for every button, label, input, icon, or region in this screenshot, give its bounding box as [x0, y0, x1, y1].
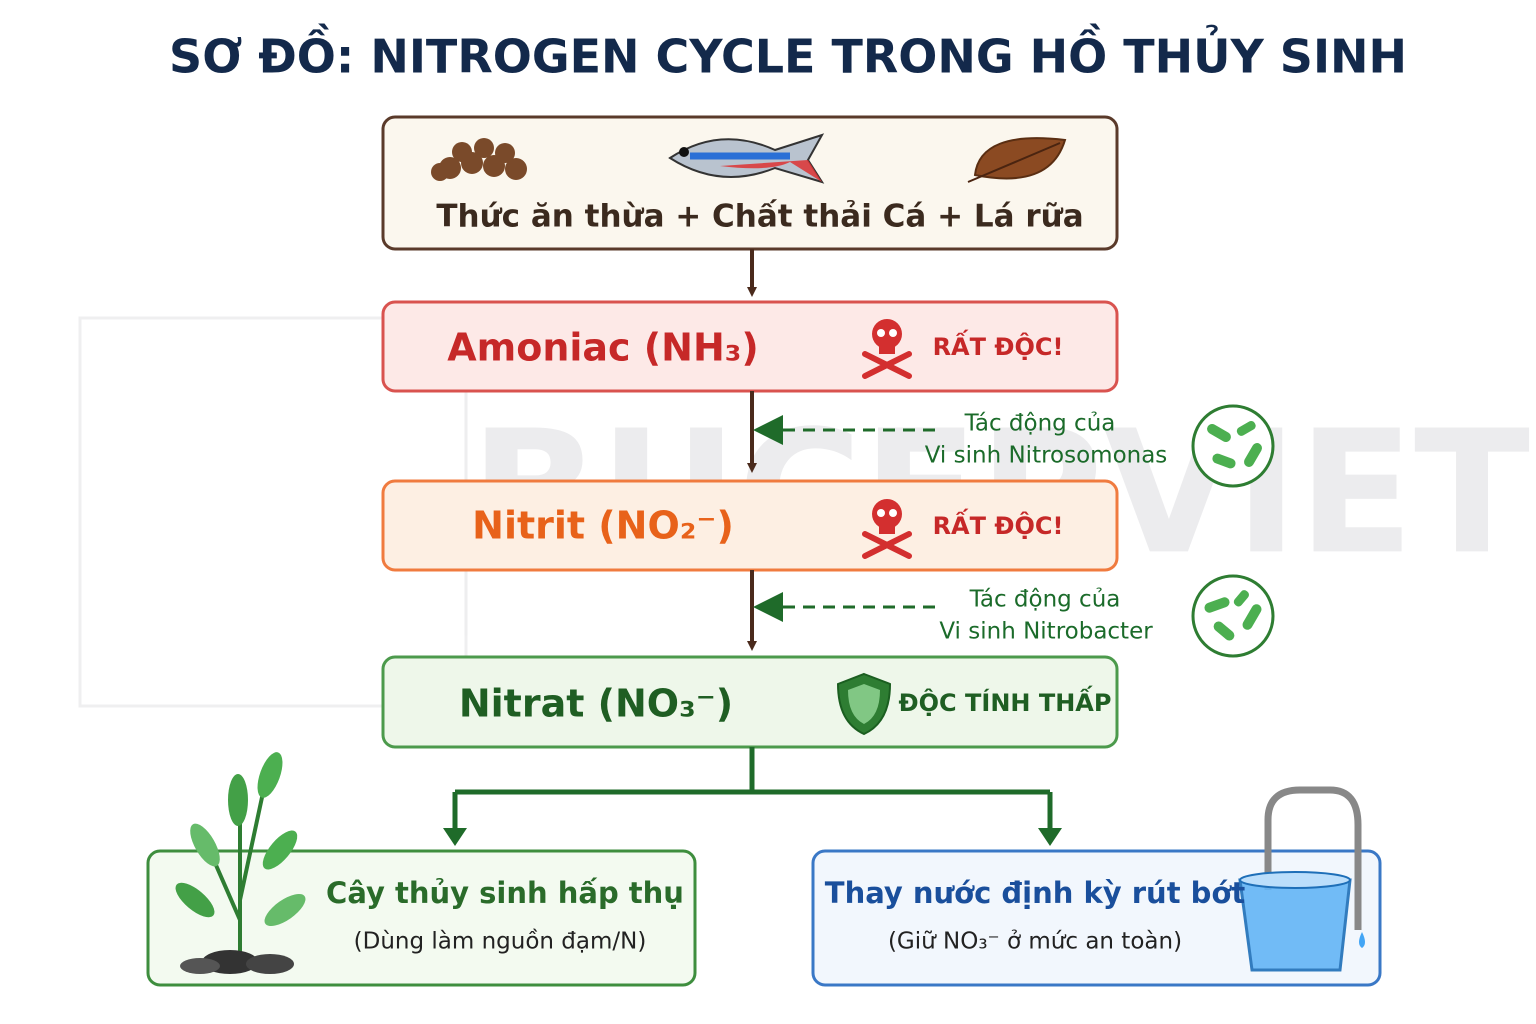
bucket-icon-part [1264, 786, 1362, 930]
food-icon [431, 138, 527, 181]
outcome-subtitle: (Giữ NO₃⁻ ở mức an toàn) [888, 929, 1182, 955]
plant-icon-part [262, 830, 298, 870]
bacteria-icon-part [1242, 604, 1262, 630]
nitrite-warning: RẤT ĐỘC! [933, 507, 1064, 540]
bacteria-line1: Tác động của [964, 411, 1116, 437]
skull-icon-part [877, 329, 885, 337]
plant-icon-part [175, 882, 215, 918]
plant-icon-part [190, 823, 220, 867]
bacteria-icon-part [1191, 574, 1275, 658]
shield-icon-part [848, 684, 880, 724]
bacteria-icon [1191, 574, 1275, 658]
title: SƠ ĐỒ: NITROGEN CYCLE TRONG HỒ THỦY SINH [169, 24, 1407, 84]
skull-icon-part [862, 531, 912, 559]
bacteria-line2: Vi sinh Nitrosomonas [925, 443, 1168, 469]
bucket-icon-part [1238, 878, 1352, 972]
bacteria-icon [1191, 404, 1275, 488]
plant-icon [175, 752, 306, 974]
plant-box [146, 849, 697, 987]
bucket-icon [1238, 786, 1365, 972]
outcome-title: Thay nước định kỳ rút bớt [825, 876, 1246, 910]
bacteria-icon-part [1204, 597, 1230, 613]
fish-icon [668, 133, 825, 184]
bacteria-icon-part [1233, 590, 1249, 607]
bucket-icon-part [1359, 932, 1365, 948]
bacteria-line1: Tác động của [969, 587, 1121, 613]
water-box [811, 849, 1382, 987]
skull-icon-part [877, 509, 885, 517]
shield-icon [836, 672, 892, 736]
branch-lines [452, 747, 1053, 836]
ammonia-label: Amoniac (NH₃) [447, 326, 759, 370]
nitrite-label: Nitrit (NO₂⁻) [472, 504, 734, 548]
skull-icon-part [872, 499, 902, 529]
bacteria-icon-part [1207, 424, 1231, 442]
skull-icon-part [862, 351, 912, 379]
skull-icon-part [889, 509, 897, 517]
plant-icon-part [180, 958, 220, 974]
bucket-icon-part [1239, 871, 1351, 889]
skull-icon [862, 319, 912, 379]
bacteria-line2: Vi sinh Nitrobacter [939, 619, 1153, 645]
plant-icon-part [264, 893, 306, 927]
source-label: Thức ăn thừa + Chất thải Cá + Lá rữa [436, 199, 1083, 235]
leaf-icon [967, 137, 1067, 183]
ammonia-warning: RẤT ĐỘC! [933, 328, 1064, 361]
outcome-title: Cây thủy sinh hấp thụ [326, 876, 684, 910]
branch-arrowheads [443, 828, 1062, 846]
bacteria-icon-part [1212, 453, 1236, 469]
nitrate-warning: ĐỘC TÍNH THẤP [899, 684, 1112, 717]
food-icon-part [452, 142, 472, 162]
outcome-subtitle: (Dùng làm nguồn đạm/N) [354, 929, 647, 955]
bacteria-icon-part [1213, 621, 1235, 641]
leaf-icon-part [973, 137, 1067, 180]
food-icon-part [431, 163, 449, 181]
food-icon-part [505, 158, 527, 180]
plant-icon-part [246, 954, 294, 974]
skull-icon-part [889, 329, 897, 337]
skull-icon-part [879, 344, 895, 354]
fish-icon-part [679, 147, 689, 157]
plant-icon-part [228, 774, 248, 826]
fish-icon-part [720, 160, 822, 182]
skull-icon-part [872, 319, 902, 349]
leaf-icon-part [967, 142, 1061, 183]
bacteria-icon-part [1244, 443, 1262, 467]
nitrate-label: Nitrat (NO₃⁻) [459, 682, 733, 726]
plant-icon-part [257, 752, 283, 798]
skull-icon-part [879, 524, 895, 534]
food-icon-part [474, 138, 494, 158]
food-icon-part [495, 143, 515, 163]
bacteria-icon-part [1236, 421, 1256, 436]
skull-icon [862, 499, 912, 559]
